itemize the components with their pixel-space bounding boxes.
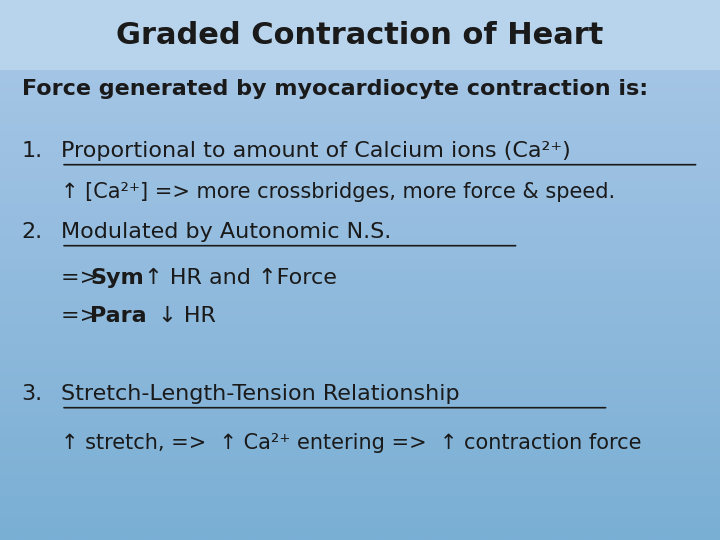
Text: Force generated by myocardiocyte contraction is:: Force generated by myocardiocyte contrac… (22, 79, 648, 99)
Text: 2.: 2. (22, 222, 42, 242)
Text: Stretch-Length-Tension Relationship: Stretch-Length-Tension Relationship (61, 384, 460, 404)
Text: ↑ stretch, =>  ↑ Ca²⁺ entering =>  ↑ contraction force: ↑ stretch, => ↑ Ca²⁺ entering => ↑ contr… (61, 433, 642, 453)
Text: ↓ HR: ↓ HR (151, 306, 216, 326)
FancyBboxPatch shape (0, 0, 720, 70)
Text: Sym: Sym (90, 268, 144, 288)
Text: Modulated by Autonomic N.S.: Modulated by Autonomic N.S. (61, 222, 392, 242)
Text: Proportional to amount of Calcium ions (Ca²⁺): Proportional to amount of Calcium ions (… (61, 141, 571, 161)
Text: =>: => (61, 306, 106, 326)
Text: 1.: 1. (22, 141, 42, 161)
Text: Graded Contraction of Heart: Graded Contraction of Heart (117, 21, 603, 50)
Text: 3.: 3. (22, 384, 42, 404)
Text: ↑ HR and ↑Force: ↑ HR and ↑Force (137, 268, 337, 288)
Text: Para: Para (90, 306, 147, 326)
Text: ↑ [Ca²⁺] => more crossbridges, more force & speed.: ↑ [Ca²⁺] => more crossbridges, more forc… (61, 181, 616, 202)
Text: =>: => (61, 268, 106, 288)
